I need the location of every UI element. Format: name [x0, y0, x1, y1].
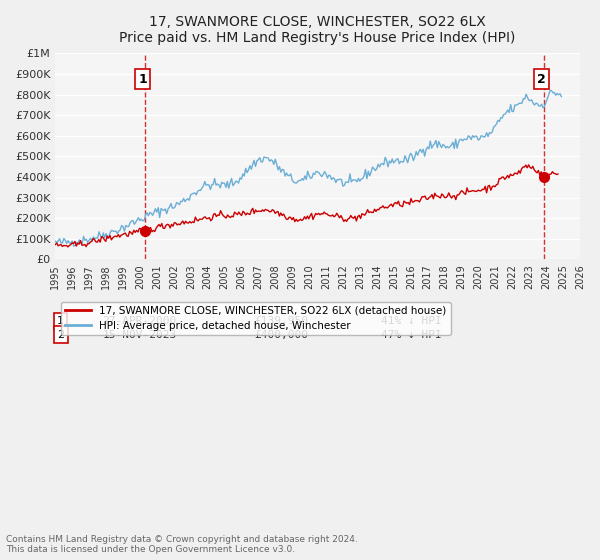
Text: 2: 2 — [537, 73, 546, 86]
Text: 1: 1 — [139, 73, 147, 86]
Title: 17, SWANMORE CLOSE, WINCHESTER, SO22 6LX
Price paid vs. HM Land Registry's House: 17, SWANMORE CLOSE, WINCHESTER, SO22 6LX… — [119, 15, 516, 45]
Text: £139,950: £139,950 — [255, 316, 309, 326]
Text: 27-APR-2000: 27-APR-2000 — [103, 316, 177, 326]
Legend: 17, SWANMORE CLOSE, WINCHESTER, SO22 6LX (detached house), HPI: Average price, d: 17, SWANMORE CLOSE, WINCHESTER, SO22 6LX… — [61, 302, 451, 335]
Text: Contains HM Land Registry data © Crown copyright and database right 2024.
This d: Contains HM Land Registry data © Crown c… — [6, 535, 358, 554]
Text: 41% ↓ HPI: 41% ↓ HPI — [380, 316, 442, 326]
Text: £400,000: £400,000 — [255, 330, 309, 339]
Text: 47% ↓ HPI: 47% ↓ HPI — [380, 330, 442, 339]
Text: 1: 1 — [57, 316, 64, 326]
Text: 2: 2 — [57, 330, 64, 339]
Text: 15-NOV-2023: 15-NOV-2023 — [103, 330, 177, 339]
